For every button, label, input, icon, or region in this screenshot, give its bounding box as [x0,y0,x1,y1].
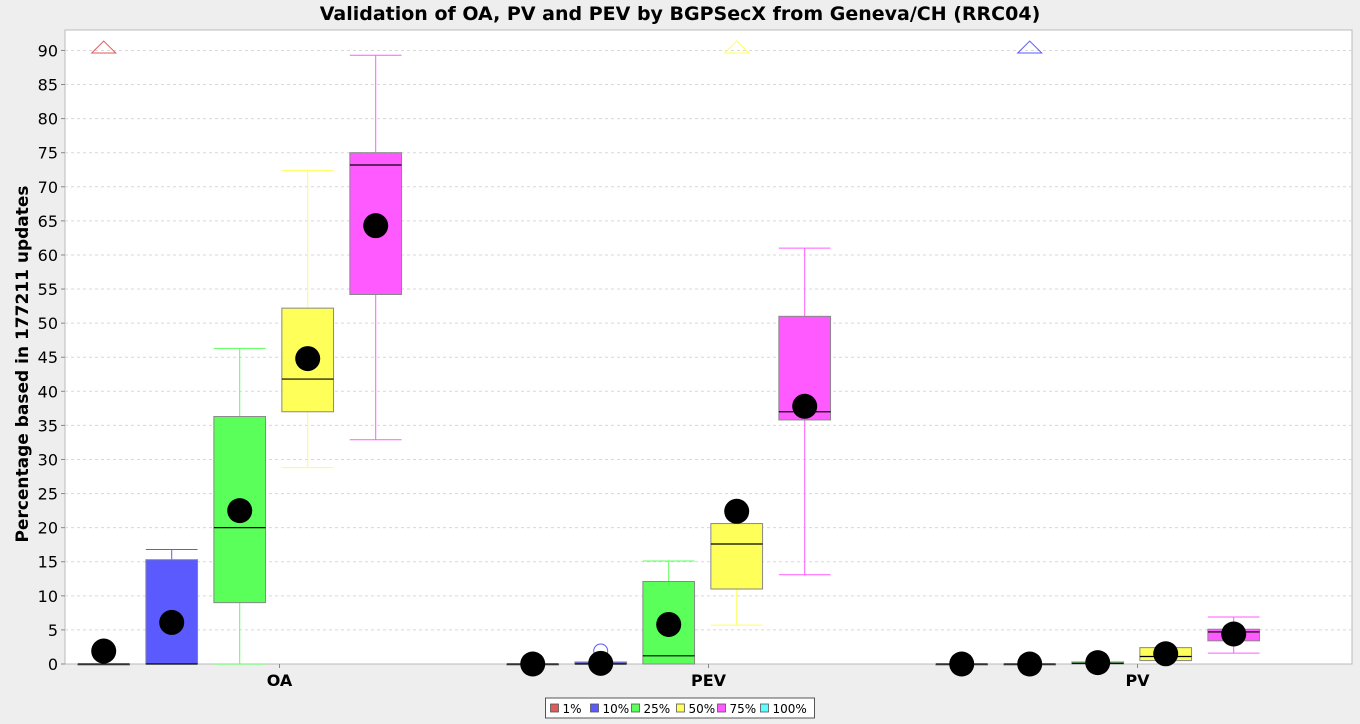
legend-label: 25% [644,702,671,716]
y-tick-label: 35 [38,416,58,435]
box-25pct-pv [1071,650,1125,676]
y-tick-label: 40 [38,382,58,401]
box-50pct-pv [1139,641,1193,667]
mean-point [1017,651,1043,677]
y-tick-label: 80 [38,110,58,129]
box-iqr [710,523,764,590]
box-50pct-oa [281,169,335,469]
mean-point [949,651,975,677]
legend-item-75pct: 75% [717,702,757,716]
mean-point [363,213,389,239]
y-tick-label: 10 [38,587,58,606]
y-axis: 0 5 10 15 20 25 30 35 40 45 50 55 60 65 70 75 80 85 90 [38,41,65,674]
mean-point [588,650,614,676]
y-tick-label: 60 [38,246,58,265]
y-tick-label: 50 [38,314,58,333]
legend-swatch [550,703,559,713]
mean-point [1221,621,1247,647]
y-tick-label: 55 [38,280,58,299]
x-tick-label: OA [267,671,293,690]
y-tick-label: 25 [38,485,58,504]
far-outlier-marker [1016,40,1043,54]
legend-swatch [760,703,769,713]
mean-point [792,393,818,419]
legend-label: 10% [603,702,630,716]
box-50pct-pev [710,40,764,626]
mean-point [520,651,546,677]
mean-point [1153,641,1179,667]
chart-title: Validation of OA, PV and PEV by BGPSecX … [320,3,1041,25]
far-outlier-marker [723,40,750,54]
y-tick-label: 5 [48,621,58,640]
mean-point [91,638,117,664]
legend-swatch [676,703,685,713]
plot-area [64,29,1353,665]
mean-point [159,609,185,635]
y-tick-label: 75 [38,144,58,163]
y-tick-label: 30 [38,450,58,469]
legend-label: 1% [563,702,582,716]
legend-swatch [590,703,599,713]
x-tick-label: PV [1125,671,1150,690]
box-series [77,40,1261,677]
mean-point [1085,650,1111,676]
y-axis-label: Percentage based in 177211 updates [13,185,33,542]
y-tick-label: 0 [48,655,58,674]
box-1pct-pev [506,651,560,677]
x-axis: OA PEV PV [267,664,1150,690]
y-tick-label: 15 [38,553,58,572]
y-tick-label: 20 [38,519,58,538]
box-25pct-pev [642,560,696,665]
box-75pct-oa [349,54,403,441]
y-tick-label: 90 [38,41,58,60]
mean-point [656,611,682,637]
box-10pct-pev [574,643,628,676]
legend-swatch [717,703,726,713]
mean-point [227,498,253,524]
legend-label: 50% [689,702,716,716]
gridlines [65,49,1352,631]
y-tick-label: 70 [38,178,58,197]
legend-item-1pct: 1% [550,702,582,716]
y-tick-label: 45 [38,348,58,367]
box-25pct-oa [213,347,267,665]
y-tick-label: 65 [38,212,58,231]
legend-label: 75% [730,702,757,716]
box-75pct-pv [1207,616,1261,654]
mean-point [724,498,750,524]
legend-swatch [631,703,640,713]
mean-point [295,346,321,372]
box-75pct-pev [778,247,832,576]
box-10pct-pv [1003,40,1057,677]
legend-item-100pct: 100% [760,702,807,716]
legend-label: 100% [773,702,807,716]
y-tick-label: 85 [38,76,58,95]
box-10pct-oa [145,548,199,665]
x-tick-label: PEV [691,671,727,690]
legend-item-50pct: 50% [676,702,716,716]
far-outlier-marker [90,40,117,54]
legend: 1% 10% 25% 50% 75% 100% [545,697,815,719]
box-1pct-pv [935,651,989,677]
legend-item-10pct: 10% [590,702,630,716]
box-1pct-oa [77,40,131,666]
legend-item-25pct: 25% [631,702,671,716]
